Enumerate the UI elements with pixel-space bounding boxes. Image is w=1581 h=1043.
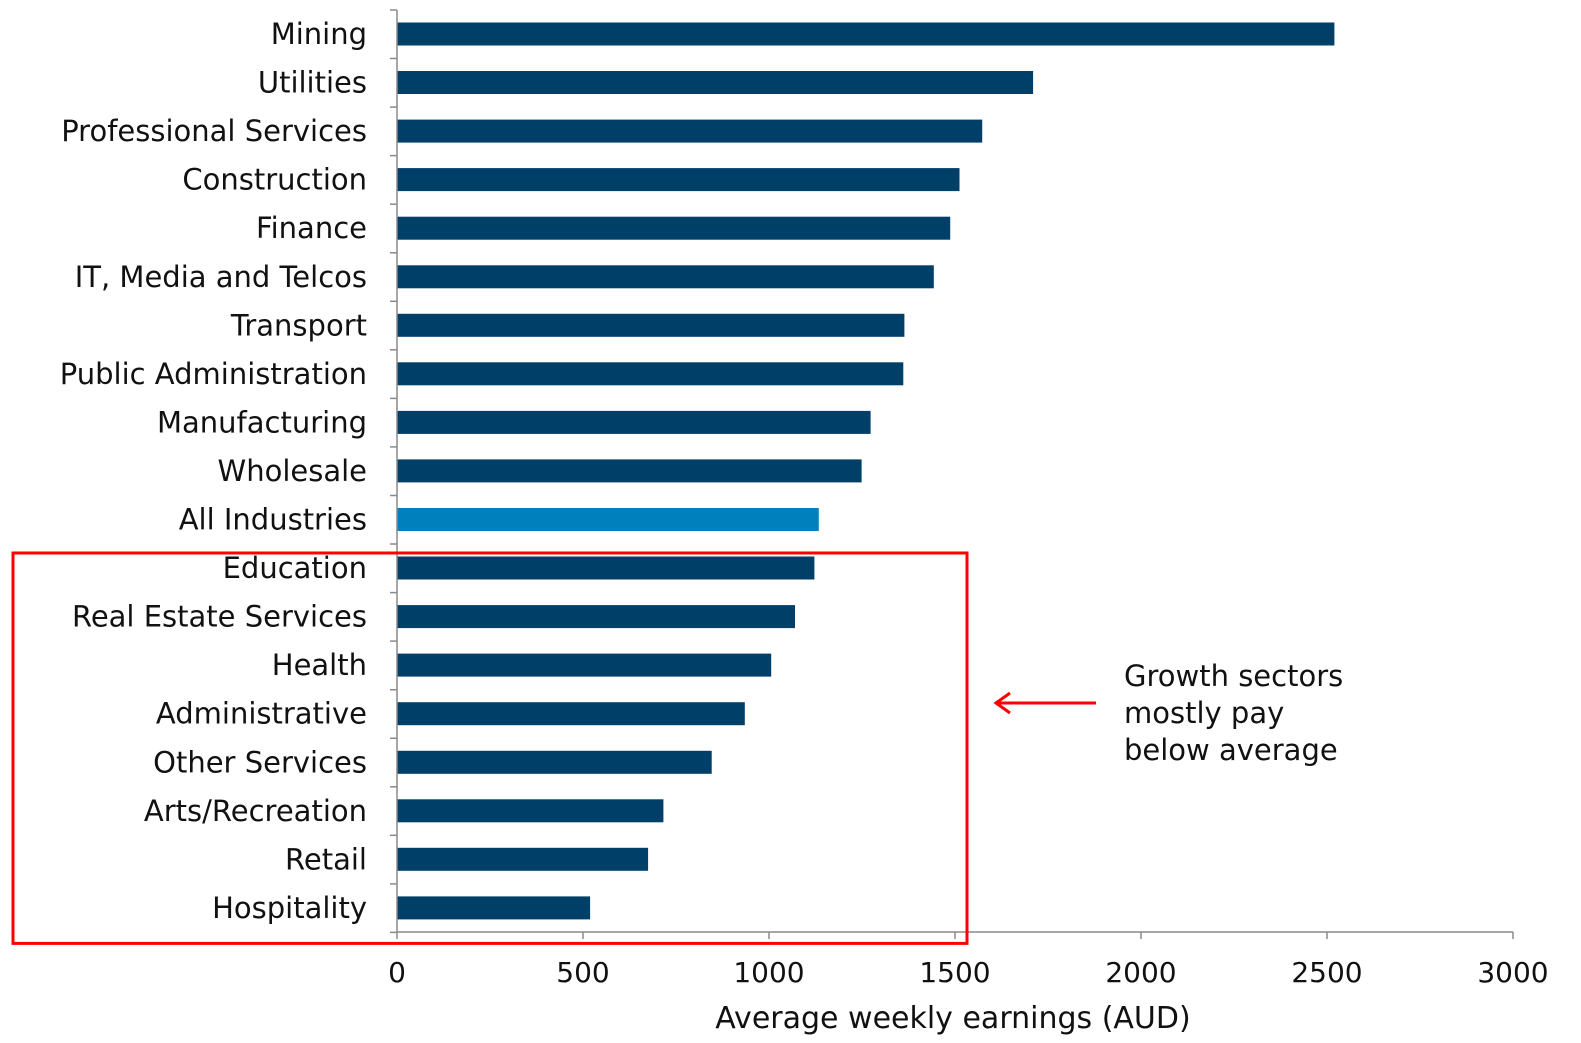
category-label-transport: Transport <box>230 308 367 342</box>
bar-hospitality <box>397 896 591 920</box>
annotation-line-3: below average <box>1124 733 1338 767</box>
category-label-retail: Retail <box>285 842 367 876</box>
bar-all-industries <box>397 508 819 531</box>
bar-education <box>397 556 815 580</box>
bar-utilities <box>397 71 1034 94</box>
x-axis-ticks: 0 500 1000 1500 2000 2500 3000 <box>388 932 1549 989</box>
category-label-construction: Construction <box>182 163 367 197</box>
x-tick-label: 0 <box>388 956 406 989</box>
category-label-other-services: Other Services <box>153 745 367 779</box>
bar-arts-recreation <box>397 799 664 823</box>
x-tick-label: 1500 <box>919 956 990 989</box>
bar-mining <box>397 22 1335 46</box>
bar-health <box>397 653 772 677</box>
annotation: Growth sectors mostly pay below average <box>11 551 1352 945</box>
bar-manufacturing <box>397 410 871 434</box>
category-label-hospitality: Hospitality <box>212 891 367 925</box>
bar-it-media-and-telcos <box>397 265 934 289</box>
x-tick-label: 3000 <box>1477 956 1548 989</box>
bar-transport <box>397 313 905 337</box>
category-label-all-industries: All Industries <box>179 503 367 537</box>
category-label-manufacturing: Manufacturing <box>157 405 367 439</box>
bars-layer <box>397 22 1335 920</box>
category-label-finance: Finance <box>256 211 367 245</box>
bar-wholesale <box>397 459 862 483</box>
category-label-utilities: Utilities <box>258 66 367 100</box>
category-label-professional-services: Professional Services <box>61 114 367 148</box>
category-label-real-estate-services: Real Estate Services <box>72 600 367 634</box>
bar-professional-services <box>397 119 983 143</box>
category-labels: Mining Utilities Professional Services Cons… <box>60 17 367 925</box>
x-tick-label: 500 <box>556 956 609 989</box>
arrow-left-icon <box>993 691 1011 715</box>
bar-real-estate-services <box>397 605 795 629</box>
annotation-text: Growth sectors mostly pay below average <box>1124 659 1352 767</box>
x-axis-title: Average weekly earnings (AUD) <box>715 1001 1190 1036</box>
category-label-public-administration: Public Administration <box>60 357 367 391</box>
category-label-arts-recreation: Arts/Recreation <box>144 794 367 828</box>
annotation-line-2: mostly pay <box>1124 696 1284 730</box>
bar-other-services <box>397 750 712 774</box>
x-tick-label: 1000 <box>733 956 804 989</box>
category-label-wholesale: Wholesale <box>218 454 367 488</box>
category-label-education: Education <box>223 551 367 585</box>
bar-finance <box>397 216 951 240</box>
growth-sectors-box <box>11 551 969 945</box>
bar-public-administration <box>397 362 904 386</box>
bar-administrative <box>397 702 745 726</box>
bar-construction <box>397 168 960 192</box>
category-label-health: Health <box>272 648 367 682</box>
x-tick-label: 2500 <box>1291 956 1362 989</box>
annotation-line-1: Growth sectors <box>1124 659 1343 693</box>
category-label-mining: Mining <box>271 17 367 51</box>
bar-retail <box>397 847 649 871</box>
category-label-it-media-and-telcos: IT, Media and Telcos <box>75 260 367 294</box>
x-tick-label: 2000 <box>1105 956 1176 989</box>
category-label-administrative: Administrative <box>156 697 367 731</box>
